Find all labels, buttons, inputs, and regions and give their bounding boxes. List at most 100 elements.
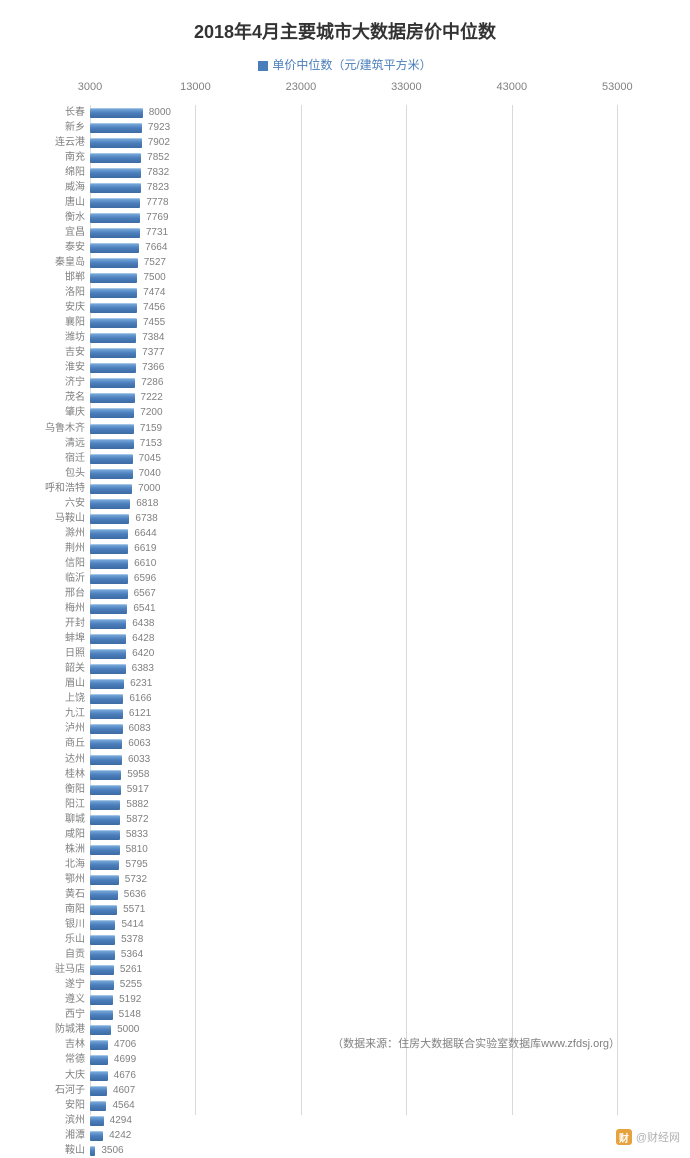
x-tick: 3000 [78, 81, 102, 93]
bar-row: 日照6420 [90, 647, 670, 662]
bar [90, 499, 130, 509]
bar-value-label: 7222 [141, 393, 163, 403]
bar [90, 544, 128, 554]
bar-value-label: 7769 [146, 213, 168, 223]
bar-row: 宜昌7731 [90, 225, 670, 240]
bar [90, 213, 140, 223]
bar-value-label: 5833 [126, 830, 148, 840]
bar [90, 965, 114, 975]
bar-row: 泸州6083 [90, 722, 670, 737]
bar-city-label: 防城港 [55, 1025, 90, 1035]
bar-row: 蚌埠6428 [90, 632, 670, 647]
bar [90, 559, 128, 569]
bar-city-label: 蚌埠 [65, 634, 90, 644]
bar-value-label: 4676 [114, 1071, 136, 1081]
bar-city-label: 乌鲁木齐 [45, 424, 90, 434]
x-axis: 30001300023000330004300053000 [90, 81, 670, 101]
bar-row: 秦皇岛7527 [90, 255, 670, 270]
bar-city-label: 桂林 [65, 770, 90, 780]
bar-city-label: 自贡 [65, 950, 90, 960]
bar-value-label: 6383 [132, 664, 154, 674]
bar-city-label: 呼和浩特 [45, 484, 90, 494]
bar-value-label: 5732 [125, 875, 147, 885]
bar-city-label: 滁州 [65, 529, 90, 539]
bar-city-label: 威海 [65, 183, 90, 193]
bar-row: 洛阳7474 [90, 286, 670, 301]
bar-city-label: 遂宁 [65, 980, 90, 990]
bar-row: 乌鲁木齐7159 [90, 421, 670, 436]
bar-row: 襄阳7455 [90, 316, 670, 331]
bar-row: 上饶6166 [90, 692, 670, 707]
bar [90, 604, 127, 614]
bar [90, 619, 126, 629]
bar-row: 临沂6596 [90, 571, 670, 586]
bar-row: 滨州4294 [90, 1113, 670, 1128]
bar [90, 318, 137, 328]
bar-city-label: 安阳 [65, 1101, 90, 1111]
bar-value-label: 6818 [136, 499, 158, 509]
bar-city-label: 石河子 [55, 1086, 90, 1096]
bar-value-label: 7923 [148, 123, 170, 133]
bar-city-label: 泰安 [65, 243, 90, 253]
bar-row: 驻马店5261 [90, 963, 670, 978]
bar-city-label: 肇庆 [65, 408, 90, 418]
bar-row: 马鞍山6738 [90, 511, 670, 526]
bar [90, 589, 128, 599]
bar-row: 北海5795 [90, 857, 670, 872]
bar-row: 衡水7769 [90, 210, 670, 225]
bar [90, 408, 134, 418]
bar [90, 634, 126, 644]
bar-city-label: 商丘 [65, 739, 90, 749]
bar-city-label: 滨州 [65, 1116, 90, 1126]
bar [90, 363, 136, 373]
bar-row: 安阳4564 [90, 1098, 670, 1113]
bar-value-label: 7527 [144, 258, 166, 268]
bar-city-label: 北海 [65, 860, 90, 870]
bar [90, 243, 139, 253]
bar-city-label: 日照 [65, 649, 90, 659]
bar [90, 273, 137, 283]
legend-label: 单价中位数（元/建筑平方米） [272, 58, 431, 72]
bar-city-label: 荆州 [65, 544, 90, 554]
bar [90, 694, 123, 704]
bar [90, 378, 135, 388]
bar-city-label: 新乡 [65, 123, 90, 133]
bar [90, 890, 118, 900]
bar-value-label: 5636 [124, 890, 146, 900]
bar [90, 980, 114, 990]
bar-row: 鄂州5732 [90, 872, 670, 887]
bar-city-label: 湘潭 [65, 1131, 90, 1141]
bar-city-label: 衡水 [65, 213, 90, 223]
bar-value-label: 5364 [121, 950, 143, 960]
bar-value-label: 6420 [132, 649, 154, 659]
bar-row: 阳江5882 [90, 797, 670, 812]
bar-value-label: 7000 [138, 484, 160, 494]
bar-city-label: 宜昌 [65, 228, 90, 238]
bar [90, 183, 141, 193]
bar-row: 清远7153 [90, 436, 670, 451]
bar-city-label: 唐山 [65, 198, 90, 208]
bar-city-label: 信阳 [65, 559, 90, 569]
bar-value-label: 4564 [112, 1101, 134, 1111]
bar-value-label: 7200 [140, 408, 162, 418]
bar-row: 吉安7377 [90, 346, 670, 361]
bar-city-label: 大庆 [65, 1071, 90, 1081]
bar-city-label: 济宁 [65, 378, 90, 388]
bar-value-label: 5882 [126, 800, 148, 810]
bar-city-label: 株洲 [65, 845, 90, 855]
bar-value-label: 6567 [134, 589, 156, 599]
bar-value-label: 7377 [142, 348, 164, 358]
bar-city-label: 绵阳 [65, 168, 90, 178]
bar [90, 755, 122, 765]
bar [90, 1010, 113, 1020]
bar-city-label: 马鞍山 [55, 514, 90, 524]
watermark-text: @财经网 [636, 1129, 680, 1145]
x-tick: 33000 [391, 81, 422, 93]
bar-city-label: 茂名 [65, 393, 90, 403]
bar-value-label: 5255 [120, 980, 142, 990]
bar-row: 聊城5872 [90, 812, 670, 827]
bar-value-label: 6596 [134, 574, 156, 584]
source-note: （数据来源：住房大数据联合实验室数据库www.zfdsj.org） [332, 1035, 620, 1051]
bar-row: 济宁7286 [90, 376, 670, 391]
bar-row: 大庆4676 [90, 1068, 670, 1083]
